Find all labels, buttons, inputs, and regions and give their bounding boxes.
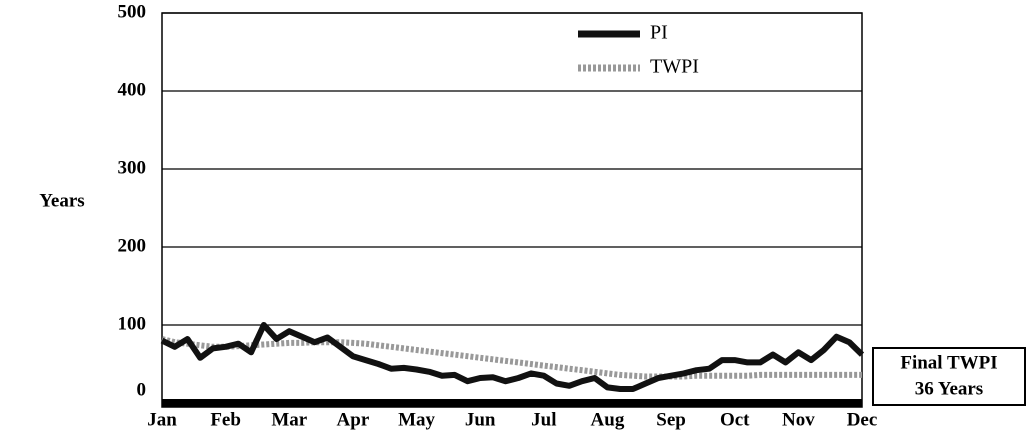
y-tick-label: 500 [118, 1, 147, 22]
x-tick-label: Jul [531, 409, 556, 430]
plot-frame [161, 12, 863, 408]
x-tick-label: Jun [465, 409, 496, 430]
y-tick-label: 300 [118, 157, 147, 178]
annotation: Final TWPI [900, 352, 997, 373]
x-tick-label: Aug [591, 409, 625, 430]
legend-label: TWPI [650, 56, 699, 78]
series-line [160, 322, 865, 392]
x-tick-label: Jan [147, 409, 177, 430]
x-tick-label: Sep [656, 409, 686, 430]
x-tick-label: Dec [847, 409, 878, 430]
x-tick-label: Apr [337, 409, 370, 430]
series-line [161, 336, 862, 380]
y-tick-label: 100 [118, 313, 147, 334]
y-tick-label: 0 [137, 379, 147, 400]
annotation-box [872, 347, 1026, 406]
legend-label: PI [650, 22, 668, 44]
annotation: 36 Years [915, 378, 983, 399]
x-tick-label: Feb [210, 409, 241, 430]
x-tick-label: Oct [720, 409, 750, 430]
x-tick-label: Mar [271, 409, 307, 430]
y-tick-label: 200 [118, 235, 147, 256]
y-axis-label: Years [39, 190, 84, 211]
y-tick-label: 400 [118, 79, 147, 100]
x-tick-label: May [398, 409, 435, 430]
x-tick-label: Nov [782, 409, 815, 430]
